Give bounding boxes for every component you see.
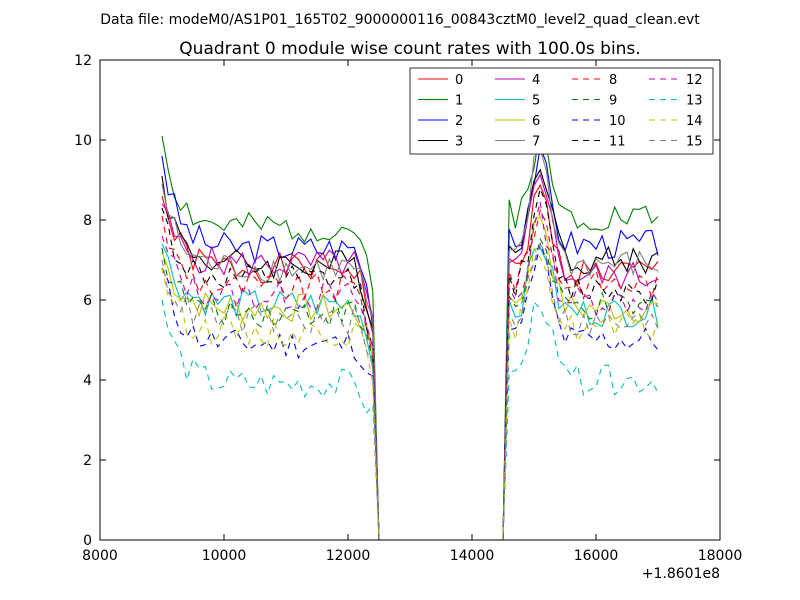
series-line-10 (161, 242, 659, 541)
legend-label-6: 6 (532, 114, 540, 129)
legend-label-0: 0 (455, 73, 463, 88)
y-tick-label: 10 (74, 133, 92, 149)
legend-box (409, 67, 714, 155)
y-tick-label: 12 (74, 53, 92, 69)
legend-label-14: 14 (686, 114, 703, 129)
y-tick-label: 6 (83, 293, 92, 309)
x-tick-label: 12000 (326, 548, 371, 564)
series-line-15 (161, 240, 659, 541)
series-line-1 (161, 127, 659, 541)
x-tick-label: 16000 (574, 548, 619, 564)
x-tick-label: 18000 (698, 548, 743, 564)
y-tick-label: 8 (83, 213, 92, 229)
y-tick-label: 4 (83, 373, 92, 389)
legend-label-8: 8 (609, 73, 617, 88)
series-line-4 (161, 173, 659, 541)
legend-label-13: 13 (686, 94, 703, 109)
x-tick-label: 10000 (202, 548, 247, 564)
x-tick-label: 8000 (82, 548, 118, 564)
series-line-6 (161, 215, 659, 541)
legend-label-3: 3 (455, 135, 463, 150)
chart-suptitle: Data file: modeM0/AS1P01_165T02_90000001… (100, 12, 700, 28)
x-offset-label: +1.8601e8 (642, 566, 720, 582)
series-line-12 (161, 201, 659, 541)
plot-series (161, 127, 659, 541)
series-line-2 (161, 144, 659, 541)
legend-label-10: 10 (609, 114, 626, 129)
series-line-13 (161, 299, 659, 541)
series-line-11 (161, 187, 659, 541)
series-line-14 (161, 247, 659, 541)
chart-title: Quadrant 0 module wise count rates with … (179, 39, 640, 59)
legend-label-5: 5 (532, 94, 540, 109)
legend-label-9: 9 (609, 94, 617, 109)
legend-label-15: 15 (686, 135, 703, 150)
series-line-7 (161, 148, 659, 541)
series-line-0 (161, 183, 659, 541)
legend-label-2: 2 (455, 114, 463, 129)
series-line-9 (161, 237, 659, 541)
legend-label-11: 11 (609, 135, 626, 150)
legend-label-4: 4 (532, 73, 540, 88)
x-tick-label: 14000 (450, 548, 495, 564)
series-line-8 (161, 208, 659, 541)
series-line-3 (161, 168, 659, 541)
y-tick-label: 0 (83, 533, 92, 549)
legend-label-7: 7 (532, 135, 540, 150)
y-tick-label: 2 (83, 453, 92, 469)
legend-label-12: 12 (686, 73, 703, 88)
legend-label-1: 1 (455, 94, 463, 109)
